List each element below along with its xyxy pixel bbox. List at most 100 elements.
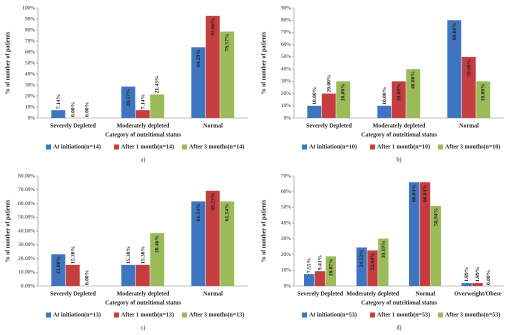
x-tick-label: Normal	[203, 123, 223, 129]
value-label: 0.00%	[486, 270, 492, 285]
bar	[472, 283, 483, 286]
y-tick-label: 10%	[281, 103, 292, 109]
bar	[378, 238, 389, 286]
bar	[321, 93, 336, 118]
value-label: 1.89%	[475, 267, 481, 282]
value-label: 15.38%	[126, 246, 132, 264]
y-tick-label: 30.00%	[18, 242, 35, 248]
x-tick-label: Normal	[415, 291, 435, 297]
x-axis-label: Category of nutritional status	[105, 300, 181, 306]
value-label: 24.53%	[359, 249, 365, 267]
bar	[191, 201, 206, 286]
legend-label: After 3 months(n=14)	[189, 143, 244, 150]
y-tick-label: 40.00%	[18, 228, 35, 234]
bar	[408, 182, 420, 286]
chart-panel: 0% 10% 20% 30% 40% 50% 60% 70% 80% 90% 100% % of nu…	[5, 5, 248, 163]
bar	[461, 56, 476, 118]
legend-swatch	[182, 144, 187, 150]
bar	[314, 271, 326, 286]
value-label: 66.04%	[412, 184, 418, 202]
value-label: 40.00%	[411, 71, 417, 89]
y-tick-label: 50%	[281, 54, 292, 60]
y-tick-label: 70%	[281, 30, 292, 36]
y-tick-label: 30%	[281, 236, 292, 242]
y-tick-label: 50%	[281, 205, 292, 211]
y-axis-label: % of number of patients	[261, 199, 267, 262]
bar	[121, 86, 136, 118]
y-tick-label: 70%	[281, 173, 292, 179]
y-tick-label: 20%	[25, 93, 36, 99]
value-label: 30.00%	[396, 83, 402, 101]
y-tick-label: 20%	[281, 91, 292, 97]
y-tick-label: 80%	[25, 27, 36, 33]
y-tick-label: 0%	[284, 283, 292, 289]
value-label: 64.29%	[196, 49, 202, 67]
value-label: 7.55%	[307, 258, 313, 273]
y-tick-label: 60%	[25, 49, 36, 55]
value-label: 69.23%	[210, 193, 216, 211]
legend-swatch	[46, 312, 51, 318]
bar	[367, 250, 378, 286]
bar	[205, 15, 220, 118]
value-label: 92.86%	[210, 18, 216, 36]
x-tick-label: Normal	[203, 291, 223, 297]
bar	[65, 264, 80, 286]
y-tick-label: 20.00%	[18, 256, 35, 262]
x-axis-label: Category of nutritional status	[105, 132, 181, 138]
value-label: 50.94%	[433, 208, 439, 226]
y-tick-label: 60.00%	[18, 201, 35, 207]
bar	[356, 247, 367, 286]
y-tick-label: 70%	[25, 38, 36, 44]
y-tick-label: 40%	[281, 66, 292, 72]
bar	[325, 256, 337, 286]
legend-swatch	[438, 312, 443, 318]
value-label: 30.19%	[381, 241, 387, 259]
bar	[461, 283, 472, 286]
value-label: 21.43%	[155, 76, 161, 94]
y-tick-label: 90%	[281, 5, 292, 11]
y-axis-label: % of number of patients	[261, 31, 267, 94]
bar	[391, 81, 406, 118]
bar	[430, 205, 442, 286]
value-label: 38.46%	[155, 235, 161, 253]
y-tick-label: 20%	[281, 252, 292, 258]
legend-swatch	[46, 144, 51, 150]
legend-label: At initiation(n=13)	[53, 311, 101, 318]
value-label: 10.00%	[382, 87, 388, 105]
y-tick-label: 40%	[25, 71, 36, 77]
legend-swatch	[302, 312, 307, 318]
y-tick-label: 0.00%	[21, 283, 36, 289]
y-tick-label: 10%	[281, 268, 292, 274]
y-tick-label: 60%	[281, 42, 292, 48]
legend-label: At initiation(n=10)	[309, 143, 357, 150]
legend-swatch	[438, 144, 443, 150]
legend-label: After 3 months(n=13)	[189, 311, 244, 318]
value-label: 66.04%	[423, 184, 429, 202]
legend-swatch	[370, 144, 375, 150]
value-label: 0.00%	[85, 102, 91, 117]
chart-panel: 0% 10% 20% 30% 40% 50% 60% 70% 80% 90% % of number…	[261, 5, 504, 163]
bar	[150, 94, 165, 118]
value-label: 50.00%	[466, 59, 472, 77]
bar	[447, 20, 462, 118]
y-tick-label: 70.00%	[18, 187, 35, 193]
bar	[135, 110, 150, 118]
legend-label: After 1 month(n=13)	[121, 311, 174, 318]
bar	[191, 47, 206, 118]
chart-panel: 0.00% 10.00% 20.00% 30.00% 40.00% 50.00% 60.00…	[5, 173, 248, 331]
panel-caption: c)	[141, 324, 146, 331]
legend-label: After 1 month(n=14)	[121, 143, 174, 150]
x-tick-label: Moderately depleted	[346, 291, 399, 297]
y-tick-label: 30%	[25, 82, 36, 88]
legend-swatch	[114, 312, 119, 318]
legend-swatch	[114, 144, 119, 150]
y-axis-label: % of number of patients	[5, 199, 11, 262]
value-label: 61.54%	[196, 203, 202, 221]
bar	[135, 264, 150, 286]
x-tick-label: Severely Depleted	[306, 123, 352, 129]
bar	[51, 110, 66, 118]
y-tick-label: 10.00%	[18, 270, 35, 276]
value-label: 23.08%	[56, 256, 62, 274]
bar	[303, 274, 315, 286]
